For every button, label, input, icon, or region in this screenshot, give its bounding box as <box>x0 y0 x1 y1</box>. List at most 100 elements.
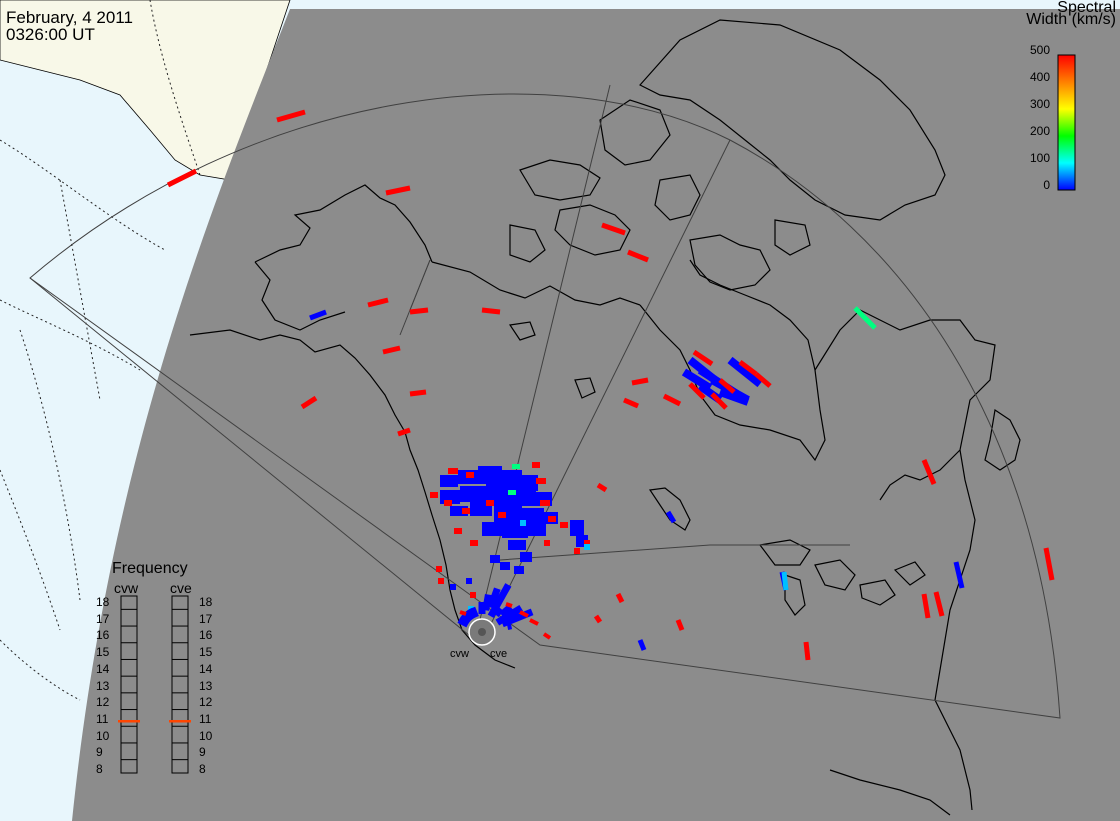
frequency-gauges <box>118 595 191 774</box>
echo-cell <box>450 506 468 516</box>
echo-cell <box>593 614 603 624</box>
echo-cell <box>1043 547 1055 581</box>
echo-cell <box>493 606 504 618</box>
date-label: February, 4 2011 <box>6 8 133 27</box>
frequency-tick: 11 <box>96 711 109 726</box>
grid-lines <box>0 0 201 701</box>
echo-cell <box>574 548 580 554</box>
echo-cell <box>528 522 546 536</box>
frequency-tick: 16 <box>199 628 213 643</box>
echo-cell <box>478 466 502 484</box>
echo-cell <box>584 544 590 550</box>
frequency-tick: 14 <box>96 661 110 676</box>
echo-cell <box>631 377 649 386</box>
echo-cell <box>506 622 513 630</box>
echo-cell <box>584 540 590 546</box>
echo-cell <box>440 475 458 487</box>
echo-cell <box>627 249 649 263</box>
echo-cell <box>505 602 513 608</box>
frequency-tick: 9 <box>96 745 103 760</box>
echo-cell <box>166 168 198 188</box>
echo-cell <box>462 508 470 514</box>
echo-cell <box>710 392 728 410</box>
radar-label-cve: cve <box>490 648 508 660</box>
echo-cell <box>514 566 524 574</box>
frequency-tick: 14 <box>199 661 213 676</box>
time-label: 0326:00 UT <box>6 25 95 44</box>
echo-cell <box>486 500 494 506</box>
echo-cell <box>520 475 538 491</box>
frequency-tick: 15 <box>96 645 110 660</box>
echo-cell <box>532 462 540 468</box>
echo-cell <box>300 395 318 410</box>
echo-cell <box>487 587 501 609</box>
echo-cell <box>454 528 462 534</box>
echo-cell <box>542 632 552 640</box>
echo-cell <box>482 593 492 611</box>
frequency-tick: 13 <box>96 678 110 693</box>
echo-cell <box>385 185 411 196</box>
echo-cell <box>623 397 639 409</box>
frequency-label-cvw: cvw <box>114 580 139 596</box>
echo-cell <box>409 307 429 315</box>
echo-cell <box>529 618 539 626</box>
colorbar-title-line2: Width (km/s) <box>1026 11 1116 28</box>
echo-cell <box>781 571 789 591</box>
echo-cell <box>544 540 550 546</box>
frequency-tick: 9 <box>199 745 206 760</box>
echo-cell <box>718 388 750 406</box>
echo-cell <box>382 345 401 355</box>
colorbar-tick: 200 <box>1029 124 1050 138</box>
echo-cell <box>495 604 524 626</box>
echo-cell <box>512 464 520 469</box>
echo-cell <box>430 492 438 498</box>
echo-cell <box>637 639 647 651</box>
echo-cell <box>498 512 506 518</box>
echo-cell <box>482 522 502 536</box>
echo-cell <box>570 520 584 536</box>
echo-cell <box>444 500 452 506</box>
frequency-tick: 8 <box>199 762 206 776</box>
echo-cell <box>615 592 625 604</box>
echo-cell <box>481 307 501 315</box>
echo-cell <box>596 482 608 493</box>
echo-cell <box>460 486 486 502</box>
echo-cell <box>520 520 526 526</box>
frequency-tick: 17 <box>96 611 110 626</box>
echo-cell <box>519 610 529 618</box>
echo-cell <box>508 490 516 495</box>
echo-cell <box>470 592 476 598</box>
colorbar-tick: 500 <box>1029 43 1050 57</box>
radar-label-cvw: cvw <box>450 648 469 660</box>
echo-cell <box>727 356 763 388</box>
frequency-tick: 17 <box>199 611 213 626</box>
echo-cell <box>276 109 306 123</box>
frequency-tick: 15 <box>199 645 213 660</box>
echo-cell <box>853 306 877 330</box>
frequency-tick: 18 <box>199 595 213 609</box>
echo-cell <box>536 478 546 484</box>
echo-cell <box>933 591 945 617</box>
frequency-label-cve: cve <box>170 580 192 596</box>
echo-cell <box>490 555 500 563</box>
echo-cell <box>486 482 512 502</box>
frequency-tick: 8 <box>96 762 103 776</box>
frequency-tick: 12 <box>96 695 110 710</box>
colorbar-tick: 0 <box>1043 178 1050 192</box>
echo-cell <box>953 561 965 589</box>
echo-cell <box>520 552 532 562</box>
echo-cell <box>469 606 479 619</box>
echo-cell <box>459 610 467 616</box>
echo-cell <box>309 309 327 321</box>
echo-cell <box>499 604 513 618</box>
echo-cell <box>675 619 685 631</box>
echo-cell <box>470 540 478 546</box>
radar-echoes <box>166 109 1055 661</box>
frequency-gauge-box <box>171 595 189 774</box>
echo-cell <box>450 584 456 590</box>
frequency-tick: 11 <box>199 711 212 726</box>
colorbar-tick: 400 <box>1029 70 1050 84</box>
echo-cell <box>397 427 411 437</box>
echo-cell <box>754 372 772 388</box>
